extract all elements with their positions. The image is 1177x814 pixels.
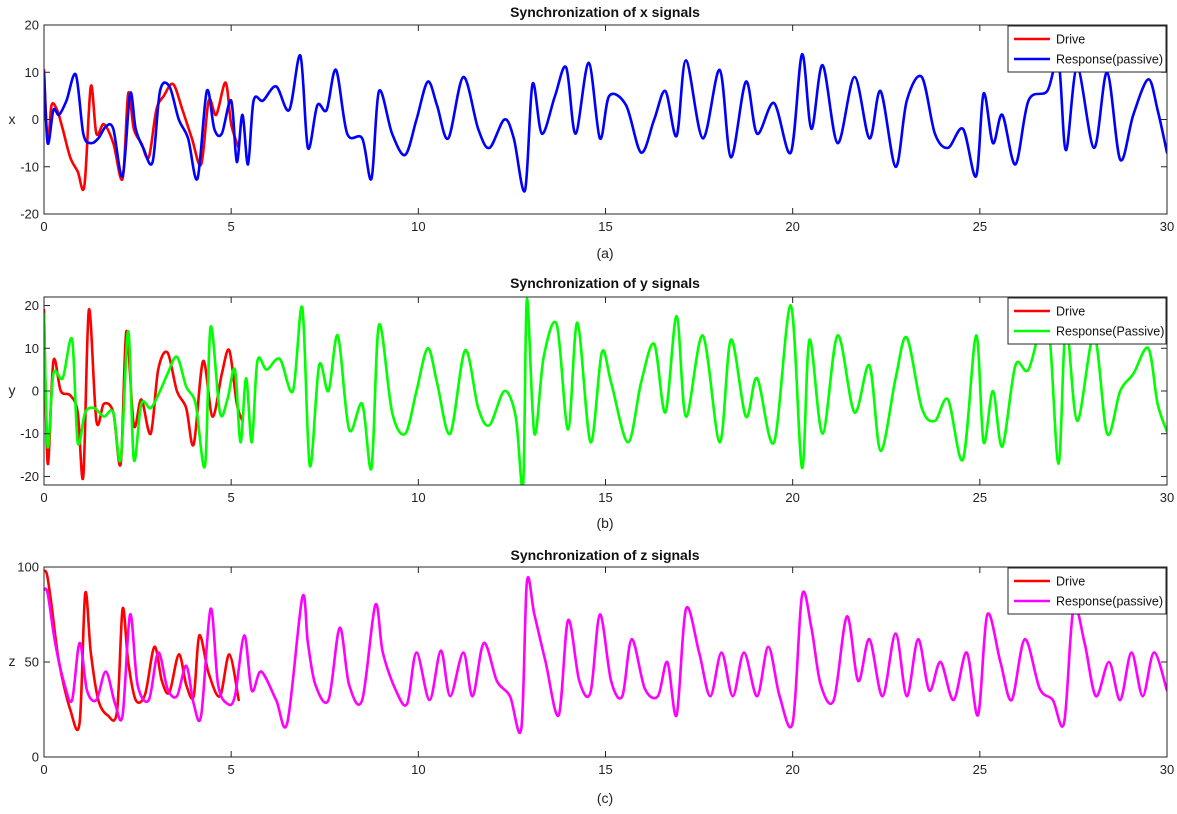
legend-box (1007, 25, 1167, 73)
y-axis-label: z (9, 653, 16, 669)
x-tick-label: 15 (598, 762, 612, 777)
x-tick-label: 5 (228, 762, 235, 777)
x-tick-label: 25 (973, 219, 987, 234)
panel-title: Synchronization of x signals (510, 4, 700, 20)
y-tick-label: 10 (25, 341, 39, 356)
panel-z: Synchronization of z signals z (c) 0 5 10 1… (9, 547, 1175, 806)
panel-caption: (b) (596, 515, 613, 531)
x-tick-label: 10 (411, 762, 425, 777)
series-line-response-passive- (44, 576, 1167, 734)
series-line-drive (44, 569, 240, 732)
y-tick-label: -20 (20, 469, 39, 484)
legend-box (1007, 567, 1167, 615)
panel-y: Synchronization of y signals y (b) 0 5 10 1… (9, 275, 1175, 531)
y-tick-label: 10 (25, 65, 39, 80)
legend-label: Response(passive) (1056, 595, 1163, 609)
legend: Drive Response(Passive) (1007, 297, 1167, 345)
series-line-drive (44, 308, 244, 481)
legend-label: Response(Passive) (1056, 325, 1164, 339)
x-tick-label: 5 (228, 490, 235, 505)
y-axis-label: y (9, 382, 16, 398)
panel-caption: (a) (596, 245, 613, 261)
x-tick-label: 30 (1160, 219, 1174, 234)
y-tick-label: 0 (32, 750, 39, 765)
y-tick-label: 20 (25, 298, 39, 313)
y-tick-label: -20 (20, 207, 39, 222)
plot-area: 0 5 10 15 20 25 30 0 50 100 Drive Response(passive) (17, 560, 1174, 778)
y-tick-label: 50 (25, 655, 39, 670)
x-tick-label: 10 (411, 490, 425, 505)
plot-background (44, 297, 1167, 485)
panel-title: Synchronization of y signals (510, 275, 700, 291)
legend-box (1007, 297, 1167, 345)
legend-label: Drive (1056, 575, 1085, 589)
plot-background (44, 567, 1167, 757)
legend-label: Response(passive) (1056, 53, 1163, 67)
x-tick-label: 20 (785, 490, 799, 505)
legend-label: Drive (1056, 305, 1085, 319)
legend-label: Drive (1056, 33, 1085, 47)
x-tick-label: 25 (973, 490, 987, 505)
x-tick-label: 20 (785, 219, 799, 234)
plot-area: 0 5 10 15 20 25 30 -20 -10 0 10 20 Drive Response(pas… (20, 18, 1174, 235)
x-tick-label: 15 (598, 490, 612, 505)
x-tick-label: 0 (40, 762, 47, 777)
legend: Drive Response(passive) (1007, 25, 1167, 73)
plot-area: 0 5 10 15 20 25 30 -20 -10 0 10 20 Drive Response(Pas… (20, 296, 1174, 505)
y-axis-label: x (9, 111, 16, 127)
x-tick-label: 5 (228, 219, 235, 234)
x-tick-label: 10 (411, 219, 425, 234)
y-tick-label: 20 (25, 18, 39, 33)
x-tick-label: 25 (973, 762, 987, 777)
panel-title: Synchronization of z signals (510, 547, 699, 563)
y-tick-label: -10 (20, 159, 39, 174)
y-tick-label: 100 (17, 560, 39, 575)
panel-caption: (c) (597, 790, 613, 806)
y-tick-label: -10 (20, 426, 39, 441)
x-tick-label: 30 (1160, 762, 1174, 777)
panel-x: Synchronization of x signals x (a) 0 5 10 1… (9, 4, 1175, 261)
y-tick-label: 0 (32, 112, 39, 127)
x-tick-label: 30 (1160, 490, 1174, 505)
x-tick-label: 0 (40, 490, 47, 505)
legend: Drive Response(passive) (1007, 567, 1167, 615)
series-line-response-passive- (44, 52, 1167, 193)
x-tick-label: 0 (40, 219, 47, 234)
y-tick-label: 0 (32, 384, 39, 399)
series-line-response-passive- (44, 297, 1167, 485)
x-tick-label: 15 (598, 219, 612, 234)
x-tick-label: 20 (785, 762, 799, 777)
